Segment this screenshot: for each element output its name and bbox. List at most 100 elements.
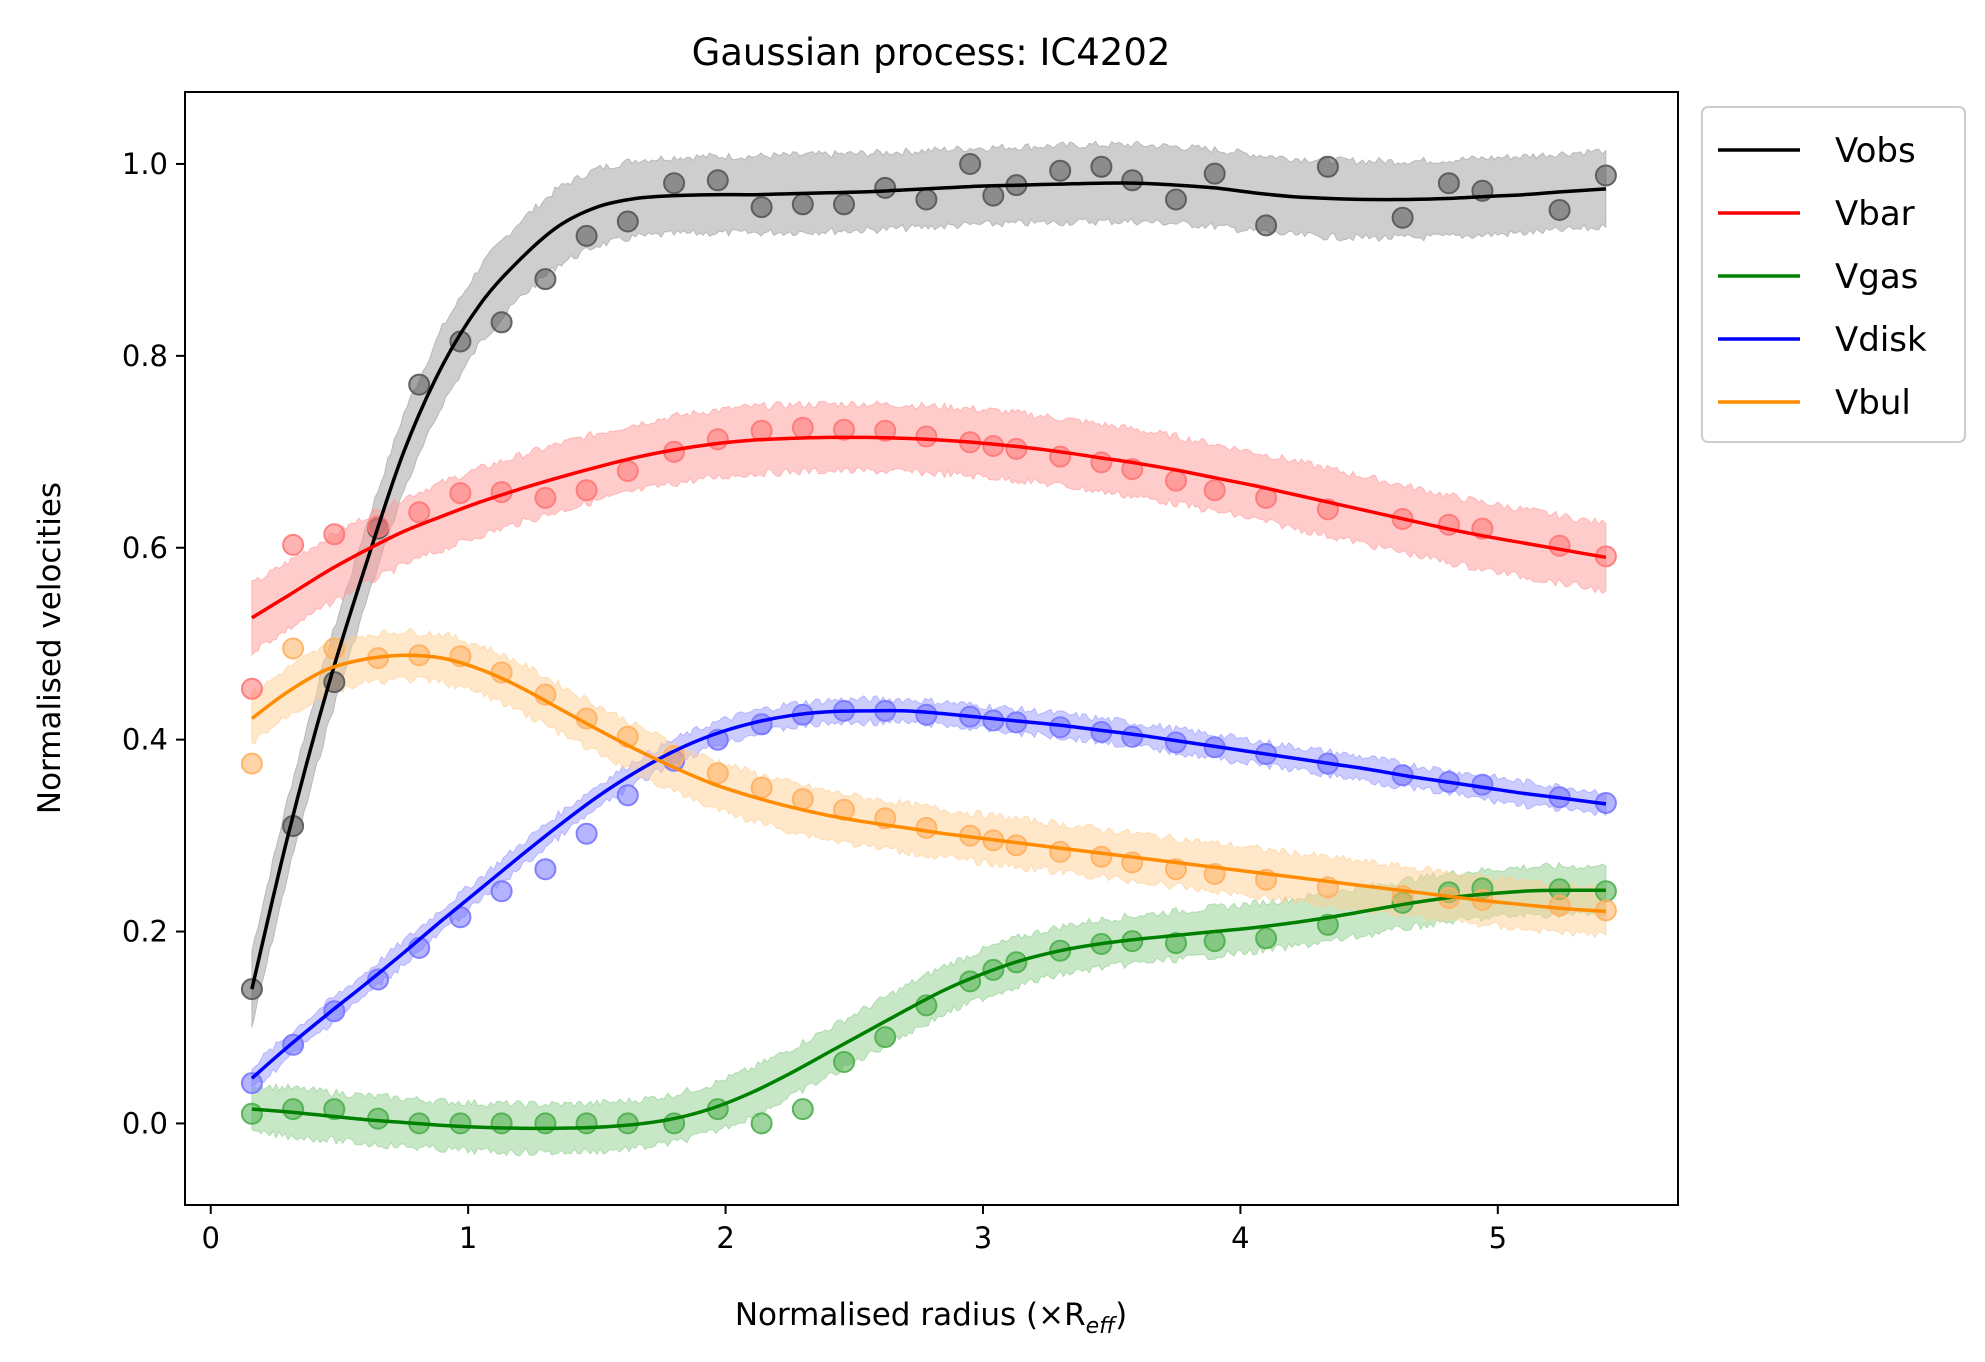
vobs-data-point <box>706 169 729 192</box>
vgas-data-point <box>449 1112 472 1135</box>
vbar-data-point <box>449 482 472 505</box>
vgas-data-point <box>575 1112 598 1135</box>
vobs-data-point <box>490 311 513 334</box>
vbar-data-point <box>282 533 305 556</box>
vbar-data-point <box>915 425 938 448</box>
vgas-data-point <box>1165 932 1187 955</box>
vgas-data-point <box>874 1026 897 1049</box>
vobs-data-point <box>575 224 598 247</box>
gp-curves <box>250 181 1607 1131</box>
vgas-data-point <box>791 1098 814 1121</box>
vobs-data-point <box>616 210 639 233</box>
vbul-data-point <box>706 762 729 785</box>
vdisk-data-point <box>616 784 639 807</box>
x-axis-label-close: ) <box>1115 1297 1127 1333</box>
vobs-data-point <box>663 172 686 195</box>
vobs-data-point <box>833 193 855 216</box>
vgas-data-point <box>490 1112 513 1135</box>
vobs-data-point <box>1255 214 1278 237</box>
vbul-mean-curve <box>250 653 1607 914</box>
vobs-data-point <box>1049 159 1072 182</box>
vbul-confidence-band <box>251 627 1607 939</box>
vobs-data-point <box>1594 164 1617 187</box>
vgas-data-point <box>1203 930 1226 953</box>
x-tick-label: 5 <box>1489 1221 1507 1255</box>
x-tick-label: 2 <box>716 1221 734 1255</box>
x-tick-label: 4 <box>1231 1221 1249 1255</box>
vbar-data-point <box>408 501 431 524</box>
vbar-data-point <box>323 523 346 546</box>
legend-box <box>1701 106 1966 443</box>
vobs-data-point <box>1548 199 1571 221</box>
vobs-data-point <box>1391 206 1414 229</box>
vgas-data-point <box>534 1112 557 1135</box>
vbul-data-point <box>750 776 773 799</box>
vobs-data-point <box>1203 162 1226 185</box>
vgas-data-point <box>323 1098 346 1121</box>
vobs-data-point <box>408 373 431 396</box>
vbar-data-point <box>874 419 897 442</box>
legend-label-vdisk: Vdisk <box>1835 320 1927 360</box>
x-tick-label: 1 <box>459 1221 477 1255</box>
vbar-data-point <box>833 418 855 441</box>
vbar-data-point <box>534 486 557 509</box>
vbul-data-point <box>240 752 263 775</box>
vobs-data-point <box>1121 169 1144 192</box>
vgas-mean-curve <box>251 888 1606 1131</box>
vdisk-data-point <box>575 822 598 845</box>
vbar-data-point <box>240 677 263 700</box>
vbul-data-point <box>915 816 938 839</box>
legend: Vobs Vbar Vgas Vdisk Vbul <box>1701 106 1966 443</box>
vbar-data-point <box>1203 479 1226 502</box>
x-tick-label: 0 <box>202 1221 220 1255</box>
x-axis-ticks: 0 1 2 3 4 5 <box>202 1205 1507 1255</box>
vobs-data-point <box>791 193 814 216</box>
vdisk-data-point <box>367 968 390 991</box>
vbar-data-point <box>791 416 814 439</box>
y-tick-label: 0.4 <box>122 723 168 757</box>
vbar-data-point <box>706 428 729 451</box>
vbar-data-point <box>616 460 639 482</box>
x-axis-label-subscript: eff <box>1086 1314 1118 1339</box>
vobs-data-point <box>915 188 938 211</box>
chart-title: Gaussian process: IC4202 <box>692 31 1171 74</box>
vdisk-data-point <box>915 703 938 726</box>
x-axis-label: Normalised radius (×Reff) <box>735 1297 1127 1339</box>
vgas-data-point <box>833 1051 855 1073</box>
vdisk-data-point <box>750 713 773 736</box>
legend-label-vgas: Vgas <box>1835 257 1918 297</box>
legend-items: Vobs Vbar Vgas Vdisk Vbul <box>1718 131 1927 423</box>
vdisk-data-point <box>534 858 557 881</box>
vbar-data-point <box>575 479 598 502</box>
vdisk-data-point <box>490 880 513 903</box>
vobs-mean-curve <box>250 181 1607 990</box>
legend-label-vbar: Vbar <box>1835 194 1915 234</box>
y-tick-label: 0.2 <box>122 915 168 949</box>
y-tick-label: 0.0 <box>122 1106 168 1140</box>
vgas-data-point <box>282 1098 305 1121</box>
vbul-data-point <box>791 788 814 811</box>
vgas-data-point <box>240 1102 263 1125</box>
y-tick-label: 0.8 <box>122 339 168 373</box>
vobs-data-point <box>534 268 557 291</box>
vbar-mean-curve <box>250 435 1607 620</box>
vdisk-mean-curve <box>250 708 1607 1080</box>
vobs-data-point <box>1165 188 1187 211</box>
y-tick-label: 0.6 <box>122 531 168 565</box>
vbul-data-point <box>1049 840 1072 863</box>
x-axis-label-main: Normalised radius (×R <box>735 1297 1086 1333</box>
x-tick-label: 3 <box>974 1221 992 1255</box>
vobs-data-point <box>1090 155 1113 178</box>
vobs-confidence-band <box>251 140 1607 1028</box>
vobs-data-point <box>1316 155 1339 178</box>
legend-label-vobs: Vobs <box>1835 131 1916 171</box>
y-axis-label: Normalised velocities <box>32 482 68 814</box>
vobs-data-point <box>1437 172 1460 195</box>
vbul-data-point <box>1090 845 1113 868</box>
vbul-data-point <box>282 637 305 660</box>
vobs-data-point <box>959 153 982 175</box>
vgas-data-point <box>1255 927 1278 950</box>
plot-frame <box>184 91 1679 1206</box>
